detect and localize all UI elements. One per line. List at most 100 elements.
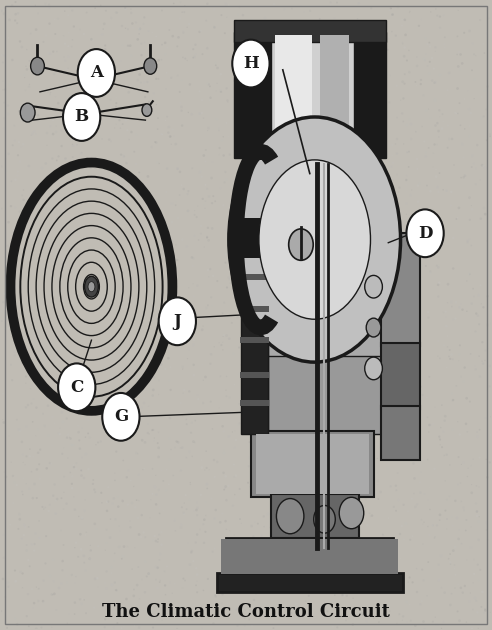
Point	[343, 120, 351, 130]
Point	[52, 261, 60, 272]
Point	[289, 77, 297, 87]
Point	[281, 175, 289, 185]
Point	[457, 299, 465, 309]
Point	[399, 38, 406, 48]
Point	[397, 346, 404, 357]
Point	[255, 445, 263, 455]
Point	[60, 176, 68, 186]
Point	[473, 511, 481, 521]
Point	[36, 479, 44, 490]
Point	[207, 358, 215, 369]
Point	[344, 455, 352, 465]
Point	[45, 3, 53, 13]
Point	[85, 408, 93, 418]
Point	[398, 249, 405, 259]
Point	[210, 619, 217, 629]
Point	[229, 501, 237, 511]
Point	[482, 345, 490, 355]
Point	[186, 79, 194, 89]
Point	[69, 440, 77, 450]
Point	[173, 255, 181, 265]
Point	[43, 128, 51, 138]
Point	[119, 180, 127, 190]
Point	[209, 157, 216, 167]
Point	[173, 300, 181, 310]
Point	[101, 44, 109, 54]
Point	[205, 192, 213, 202]
Point	[323, 222, 331, 232]
Point	[273, 93, 281, 103]
Point	[108, 580, 116, 590]
Point	[341, 234, 349, 244]
Point	[423, 392, 431, 403]
Point	[106, 294, 114, 304]
Point	[126, 40, 134, 50]
Point	[87, 163, 94, 173]
Circle shape	[232, 40, 270, 88]
Point	[456, 525, 463, 535]
Point	[444, 143, 452, 153]
Point	[0, 574, 7, 584]
Point	[250, 282, 258, 292]
Point	[249, 220, 257, 231]
Point	[354, 9, 362, 19]
Point	[220, 427, 228, 437]
Point	[367, 408, 374, 418]
Point	[57, 326, 64, 336]
Point	[355, 404, 363, 414]
Point	[62, 191, 70, 201]
Point	[33, 360, 41, 370]
Point	[389, 175, 397, 185]
Point	[306, 220, 314, 230]
Point	[478, 337, 486, 347]
Point	[73, 324, 81, 335]
Point	[483, 28, 491, 38]
Point	[476, 372, 484, 382]
Point	[206, 95, 214, 105]
Point	[480, 203, 488, 213]
Point	[367, 91, 375, 101]
Point	[114, 492, 122, 502]
Point	[228, 38, 236, 49]
Point	[449, 354, 457, 364]
Point	[222, 471, 230, 481]
Point	[154, 452, 162, 462]
Point	[111, 123, 119, 133]
Point	[268, 595, 276, 605]
Point	[221, 483, 229, 493]
Point	[92, 0, 100, 6]
Point	[395, 432, 403, 442]
Point	[129, 413, 137, 423]
Point	[182, 54, 189, 64]
Point	[62, 155, 69, 165]
Point	[463, 306, 471, 316]
Point	[187, 547, 195, 558]
Point	[300, 524, 308, 534]
Point	[121, 307, 129, 317]
Point	[64, 76, 72, 86]
Point	[89, 479, 97, 489]
Point	[409, 360, 417, 370]
Point	[222, 46, 230, 56]
Point	[313, 501, 321, 512]
Point	[268, 69, 276, 79]
Point	[39, 596, 47, 606]
Point	[451, 108, 459, 118]
Point	[463, 236, 471, 246]
Point	[193, 409, 201, 419]
Point	[277, 416, 285, 427]
Point	[246, 66, 254, 76]
Point	[338, 525, 345, 535]
Point	[131, 542, 139, 553]
Point	[231, 309, 239, 319]
Point	[120, 622, 128, 630]
Point	[352, 521, 360, 531]
Point	[402, 396, 410, 406]
Point	[152, 536, 160, 546]
Point	[300, 7, 308, 17]
Point	[302, 92, 310, 102]
Point	[287, 315, 295, 325]
Point	[143, 347, 151, 357]
Point	[329, 621, 337, 630]
Point	[225, 272, 233, 282]
